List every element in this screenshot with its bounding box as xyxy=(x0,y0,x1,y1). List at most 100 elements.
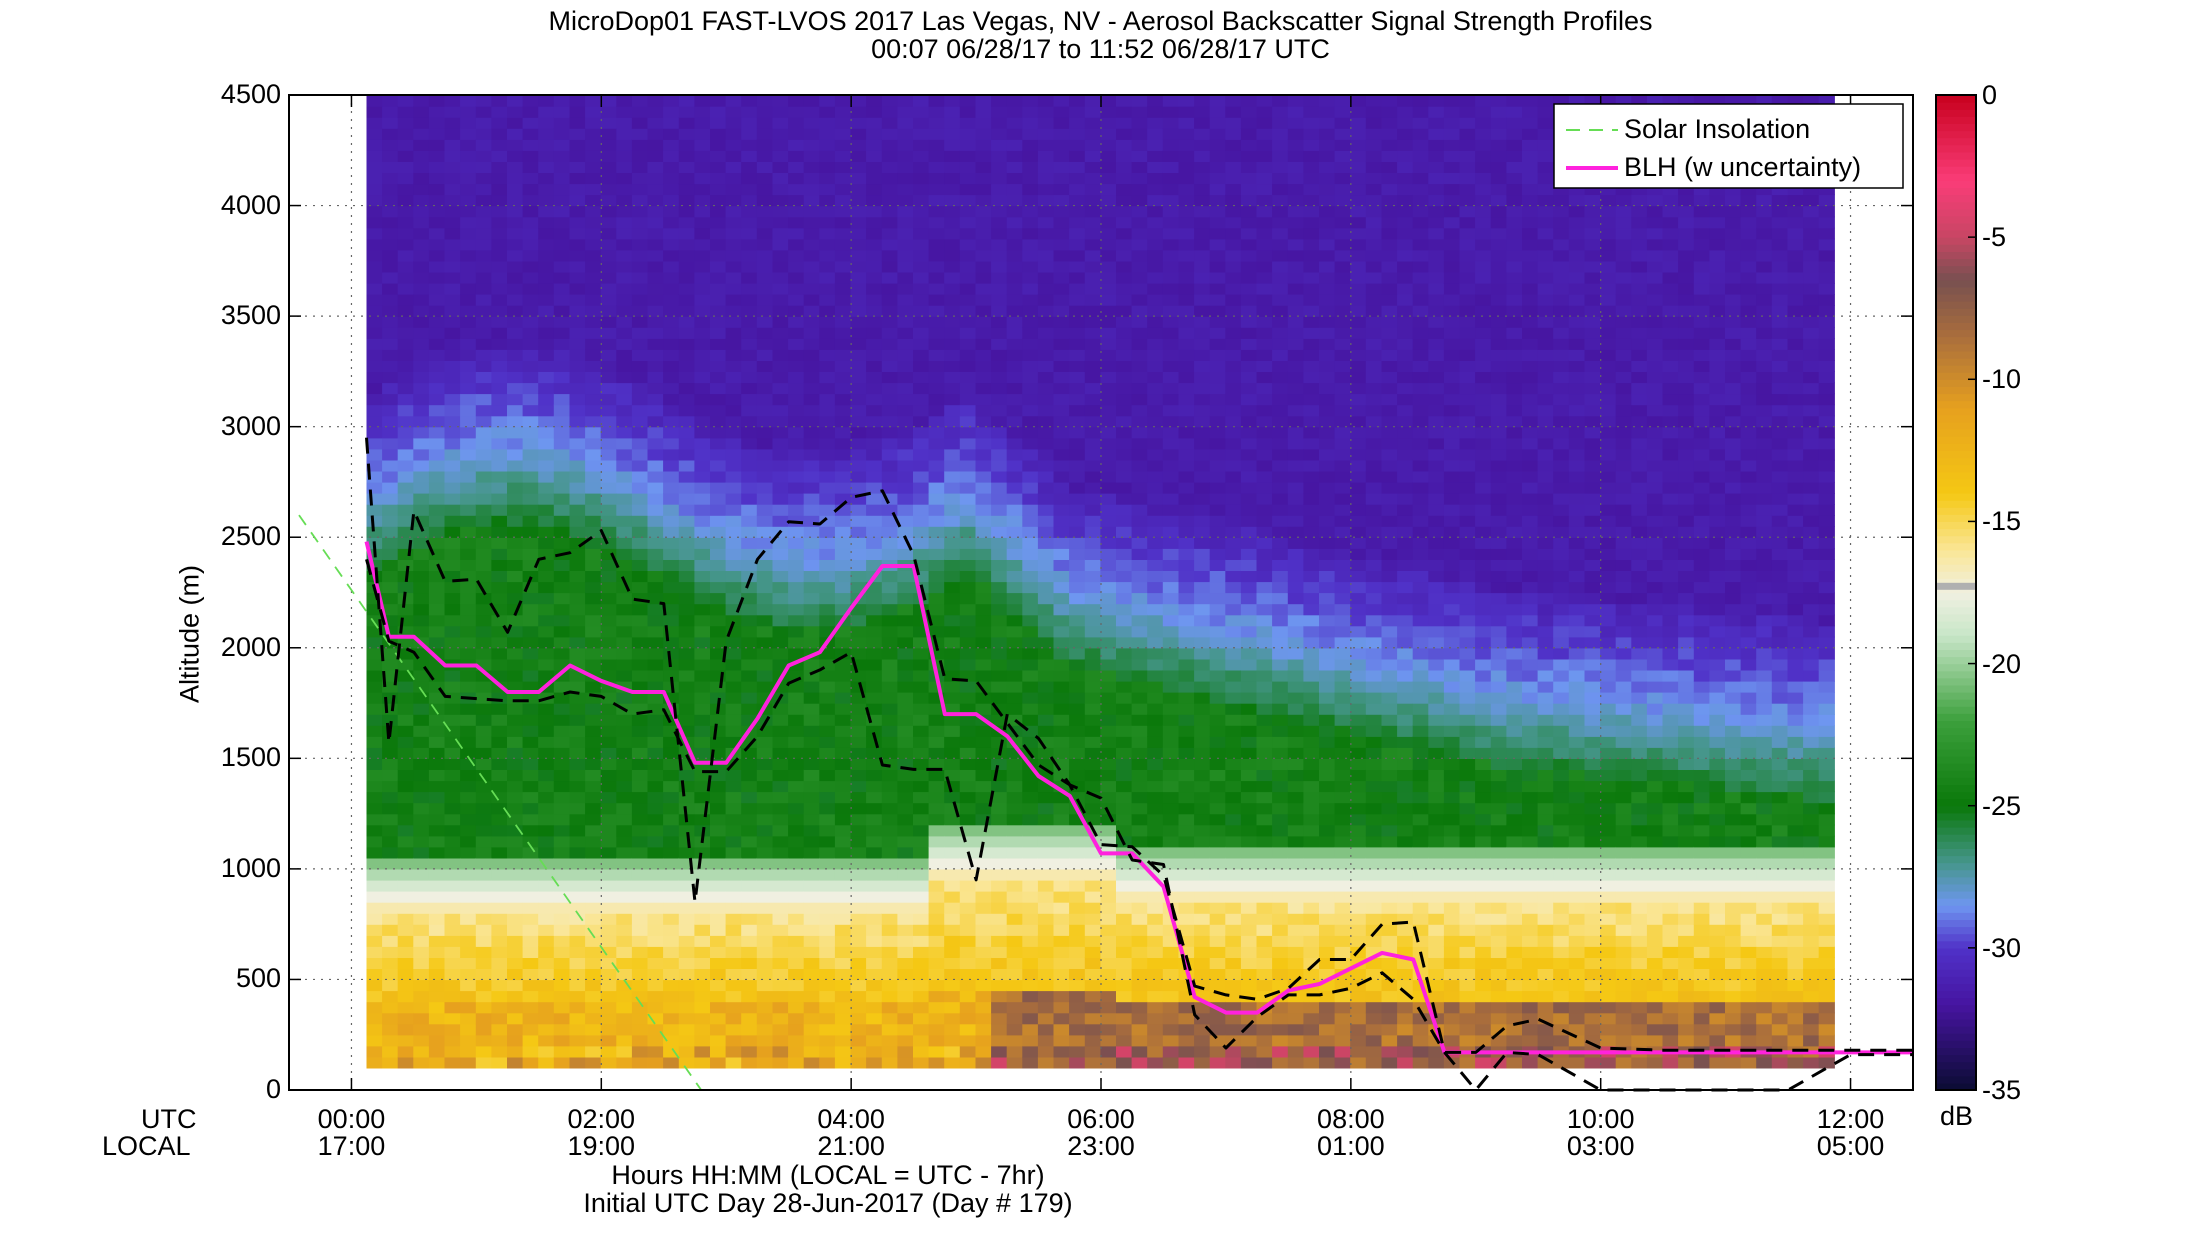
heatmap-cell xyxy=(803,1045,820,1058)
heatmap-cell xyxy=(553,260,570,273)
heatmap-cell xyxy=(428,891,446,903)
heatmap-cell xyxy=(710,305,727,317)
heatmap-cell xyxy=(850,935,867,947)
heatmap-cell xyxy=(1069,957,1086,969)
heatmap-cell xyxy=(616,194,633,207)
heatmap-cell xyxy=(366,603,383,616)
heatmap-cell xyxy=(382,448,399,461)
heatmap-cell xyxy=(819,493,836,505)
heatmap-cell xyxy=(1147,1045,1164,1058)
heatmap-cell xyxy=(741,437,758,450)
heatmap-cell xyxy=(1100,636,1117,649)
heatmap-cell xyxy=(382,658,399,671)
heatmap-cell xyxy=(850,581,867,594)
heatmap-cell xyxy=(1147,260,1164,273)
heatmap-cell xyxy=(772,603,789,616)
heatmap-cell xyxy=(1006,349,1023,361)
heatmap-cell xyxy=(1006,404,1023,417)
heatmap-cell xyxy=(975,139,992,151)
heatmap-cell xyxy=(772,205,789,218)
heatmap-cell xyxy=(366,680,383,693)
heatmap-cell xyxy=(631,946,649,958)
heatmap-cell xyxy=(616,459,633,472)
heatmap-cell xyxy=(1037,824,1055,837)
heatmap-cell xyxy=(710,548,727,560)
heatmap-cell xyxy=(382,813,399,826)
heatmap-cell xyxy=(725,426,742,439)
heatmap-cell xyxy=(366,725,383,737)
heatmap-cell xyxy=(772,791,789,804)
heatmap-cell xyxy=(1069,504,1086,516)
heatmap-cell xyxy=(1006,448,1023,461)
heatmap-cell xyxy=(460,448,477,461)
heatmap-cell xyxy=(538,470,555,483)
heatmap-cell xyxy=(507,106,524,118)
heatmap-cell xyxy=(1037,791,1055,804)
heatmap-cell xyxy=(944,769,961,782)
heatmap-cell xyxy=(991,227,1008,240)
heatmap-cell xyxy=(600,338,617,350)
heatmap-cell xyxy=(569,658,586,671)
heatmap-cell xyxy=(1006,990,1023,1003)
heatmap-cell xyxy=(553,570,570,583)
heatmap-cell xyxy=(1240,846,1258,859)
heatmap-cell xyxy=(1131,227,1148,240)
heatmap-cell xyxy=(866,260,883,273)
heatmap-cell xyxy=(366,172,383,185)
heatmap-cell xyxy=(1100,559,1117,571)
heatmap-cell xyxy=(678,316,695,328)
heatmap-cell xyxy=(1225,504,1242,516)
heatmap-cell xyxy=(741,747,758,759)
heatmap-cell xyxy=(866,95,883,107)
heatmap-cell xyxy=(1162,282,1179,295)
heatmap-cell xyxy=(913,305,930,317)
heatmap-cell xyxy=(866,526,883,538)
heatmap-cell xyxy=(1116,316,1133,328)
heatmap-cell xyxy=(1209,868,1226,881)
heatmap-cell xyxy=(382,559,399,571)
heatmap-cell xyxy=(569,437,586,450)
heatmap-cell xyxy=(1194,758,1211,770)
heatmap-cell xyxy=(428,647,446,660)
heatmap-cell xyxy=(507,349,524,361)
heatmap-cell xyxy=(475,868,492,881)
heatmap-cell xyxy=(741,824,758,837)
heatmap-cell xyxy=(1084,758,1101,770)
heatmap-cell xyxy=(1069,559,1086,571)
heatmap-cell xyxy=(1240,747,1258,759)
heatmap-cell xyxy=(944,305,961,317)
heatmap-cell xyxy=(538,437,555,450)
heatmap-cell xyxy=(834,294,852,306)
heatmap-cell xyxy=(803,802,820,815)
heatmap-cell xyxy=(428,692,446,704)
heatmap-cell xyxy=(788,172,805,185)
heatmap-cell xyxy=(1147,570,1164,583)
heatmap-cell xyxy=(803,592,820,605)
heatmap-cell xyxy=(881,968,898,981)
heatmap-cell xyxy=(1131,957,1148,969)
heatmap-cell xyxy=(897,106,914,118)
heatmap-cell xyxy=(1209,968,1226,981)
heatmap-cell xyxy=(616,747,633,759)
heatmap-cell xyxy=(1084,647,1101,660)
heatmap-cell xyxy=(788,835,805,848)
heatmap-cell xyxy=(616,570,633,583)
heatmap-cell xyxy=(803,725,820,737)
heatmap-cell xyxy=(1116,493,1133,505)
heatmap-cell xyxy=(1209,537,1226,549)
heatmap-cell xyxy=(538,360,555,372)
heatmap-cell xyxy=(1116,868,1133,881)
heatmap-cell xyxy=(1131,1056,1148,1069)
heatmap-cell xyxy=(1225,194,1242,207)
heatmap-cell xyxy=(1053,150,1070,162)
heatmap-cell xyxy=(913,150,930,162)
heatmap-cell xyxy=(553,294,570,306)
heatmap-cell xyxy=(553,946,570,958)
heatmap-cell xyxy=(756,139,773,151)
heatmap-cell xyxy=(600,802,617,815)
heatmap-cell xyxy=(1194,448,1211,461)
heatmap-cell xyxy=(507,327,524,339)
heatmap-cell xyxy=(1147,470,1164,483)
heatmap-cell xyxy=(850,360,867,372)
heatmap-cell xyxy=(756,780,773,793)
